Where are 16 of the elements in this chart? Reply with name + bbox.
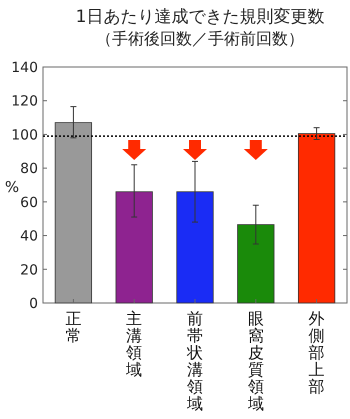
x-tick-label: 外側部上部	[308, 309, 325, 396]
y-tick-label: 80	[20, 161, 38, 178]
chart-title: 1日あたり達成できた規則変更数	[76, 7, 324, 27]
y-tick-label: 0	[29, 296, 38, 312]
chart-subtitle: （手術後回数／手術前回数）	[96, 29, 304, 48]
y-tick-label: 60	[20, 194, 38, 211]
y-tick-label: 120	[11, 94, 38, 110]
y-axis-title: %	[4, 178, 20, 196]
y-tick-label: 100	[11, 127, 38, 144]
x-tick-label: 正常	[65, 309, 82, 345]
x-tick-label: 主溝領域	[125, 309, 142, 379]
x-tick-label: 前帯状溝領域	[186, 309, 203, 413]
y-tick-label: 20	[20, 262, 38, 278]
y-tick-label: 40	[20, 228, 38, 245]
y-tick-label: 140	[11, 60, 38, 76]
x-tick-label: 眼窩皮質領域	[246, 309, 264, 413]
